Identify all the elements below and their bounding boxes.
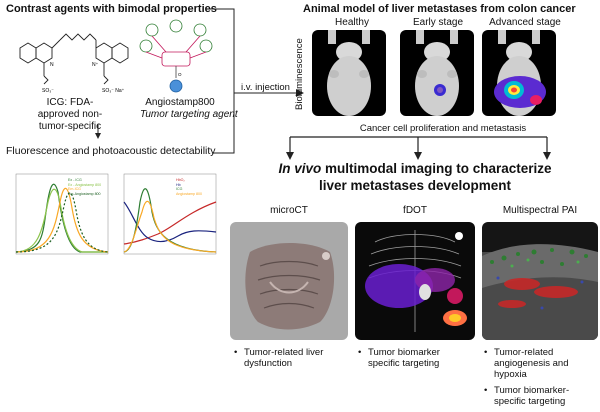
stage-early: Early stage (412, 17, 464, 28)
chart1-legend-1: Ex - ICG (68, 178, 82, 182)
angiostamp-structure: O (139, 19, 213, 93)
stage-healthy: Healthy (335, 17, 369, 28)
chart1-legend-4: Em-Angiostamp 800 (68, 191, 101, 196)
animal-model-title: Animal model of liver metastases from co… (303, 3, 576, 15)
pai-bullet-1: • Tumor-related angiogenesis and hypoxia (484, 347, 569, 380)
contrast-agents-title: Contrast agents with bimodal properties (6, 3, 217, 15)
mouse-early (400, 30, 474, 116)
fluorescence-chart: Ex - ICG Ex - Angiostamp 800 Em-ICG Em-A… (10, 172, 110, 262)
stage-advanced: Advanced stage (489, 17, 561, 28)
main-heading: In vivo multimodal imaging to characteri… (278, 161, 552, 193)
icg-label: ICG: FDA- approved non- tumor-specific (37, 97, 103, 132)
chart2-legend-1: HbO₂ (176, 178, 185, 182)
svg-text:SO₃⁻: SO₃⁻ (42, 88, 54, 94)
pai-bullet-2: • Tumor biomarker-specific targeting (484, 385, 570, 407)
microct-image (230, 222, 348, 340)
svg-text:SO₃⁻ Na⁺: SO₃⁻ Na⁺ (102, 88, 125, 94)
mouse-advanced (482, 30, 556, 116)
modality-fdot-title: fDOT (403, 205, 427, 216)
chart1-legend-2: Ex - Angiostamp 800 (68, 182, 102, 187)
bioluminescence-label: Bioluminescence (294, 38, 305, 110)
injection-label: i.v. injection (241, 82, 290, 93)
svg-text:O: O (178, 72, 182, 77)
chart2-legend-2: Hb (176, 182, 181, 187)
svg-text:N: N (50, 62, 54, 68)
svg-text:N⁺: N⁺ (92, 62, 99, 68)
modality-pai-title: Multispectral PAI (502, 205, 578, 216)
detectability-label: Fluorescence and photoacoustic detectabi… (6, 145, 216, 157)
pai-image (482, 222, 598, 340)
mouse-healthy (312, 30, 386, 116)
chart2-legend-3: ICG (176, 187, 183, 191)
absorption-chart: HbO₂ Hb ICG Angiostamp 800 (118, 172, 218, 262)
microct-bullets: • Tumor-related liver dysfunction (234, 347, 324, 369)
chart2-legend-4: Angiostamp 800 (176, 191, 202, 196)
fdot-image (355, 222, 475, 340)
process-label: Cancer cell proliferation and metastasis (359, 123, 527, 134)
icg-structure: SO₃⁻ SO₃⁻ Na⁺ N N⁺ (19, 33, 129, 94)
chart1-legend-3: Em-ICG (68, 187, 81, 191)
modality-microct-title: microCT (270, 205, 308, 216)
fdot-bullets: • Tumor biomarker specific targeting (358, 347, 440, 369)
angiostamp-label: Angiostamp800 Tumor targeting agent (140, 97, 238, 120)
